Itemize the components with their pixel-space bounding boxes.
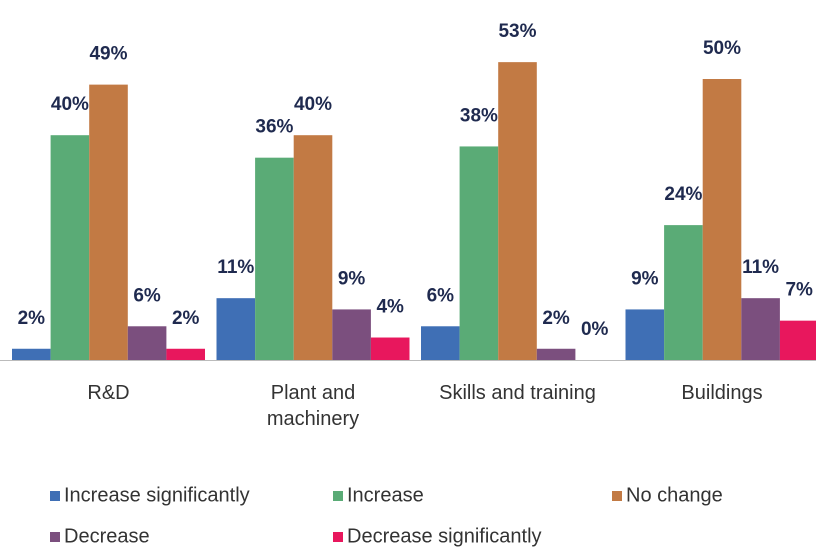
legend-swatch — [333, 532, 343, 542]
value-label: 7% — [785, 280, 813, 301]
value-label: 6% — [427, 285, 455, 306]
bar — [498, 62, 537, 360]
value-label: 2% — [18, 308, 46, 329]
value-label: 11% — [217, 257, 254, 278]
bar — [370, 337, 410, 360]
bar — [166, 348, 205, 360]
value-label: 11% — [742, 257, 779, 278]
value-label: 6% — [133, 285, 161, 306]
bar — [741, 298, 780, 360]
bar — [702, 79, 742, 360]
value-label: 40% — [294, 94, 332, 115]
bar — [536, 348, 576, 360]
legend-label: Increase — [347, 484, 424, 506]
bar — [255, 157, 294, 360]
legend-swatch — [612, 491, 622, 501]
bar — [50, 135, 90, 360]
value-label: 40% — [51, 94, 89, 115]
value-label: 36% — [255, 117, 293, 138]
bar — [89, 84, 128, 361]
bar — [459, 146, 499, 360]
legend-label: Increase significantly — [64, 484, 250, 506]
value-label: 4% — [376, 297, 404, 318]
legend-label: Decrease significantly — [347, 525, 542, 547]
value-label: 24% — [664, 184, 702, 205]
value-label: 49% — [89, 44, 127, 65]
value-label: 2% — [172, 308, 200, 329]
category-label: Buildings — [681, 382, 763, 404]
legend-label: No change — [626, 484, 723, 506]
bar — [12, 348, 51, 360]
bar — [127, 326, 167, 360]
bar — [625, 309, 665, 360]
bar — [421, 326, 460, 360]
bar — [293, 135, 333, 360]
category-label: Plant and machinery — [266, 382, 360, 430]
legend-swatch — [50, 491, 60, 501]
bar — [779, 320, 816, 360]
value-label: 53% — [498, 21, 536, 42]
bar — [332, 309, 371, 360]
category-label: R&D — [87, 382, 130, 404]
value-label: 0% — [581, 319, 609, 340]
category-label: Skills and training — [439, 382, 596, 404]
value-label: 2% — [542, 308, 570, 329]
value-label: 50% — [703, 38, 741, 59]
value-label: 9% — [631, 268, 659, 289]
value-label: 9% — [338, 268, 366, 289]
legend-label: Decrease — [64, 525, 150, 547]
bar — [216, 298, 256, 360]
legend-swatch — [333, 491, 343, 501]
bar — [664, 225, 703, 360]
value-label: 38% — [460, 105, 498, 126]
legend-swatch — [50, 532, 60, 542]
